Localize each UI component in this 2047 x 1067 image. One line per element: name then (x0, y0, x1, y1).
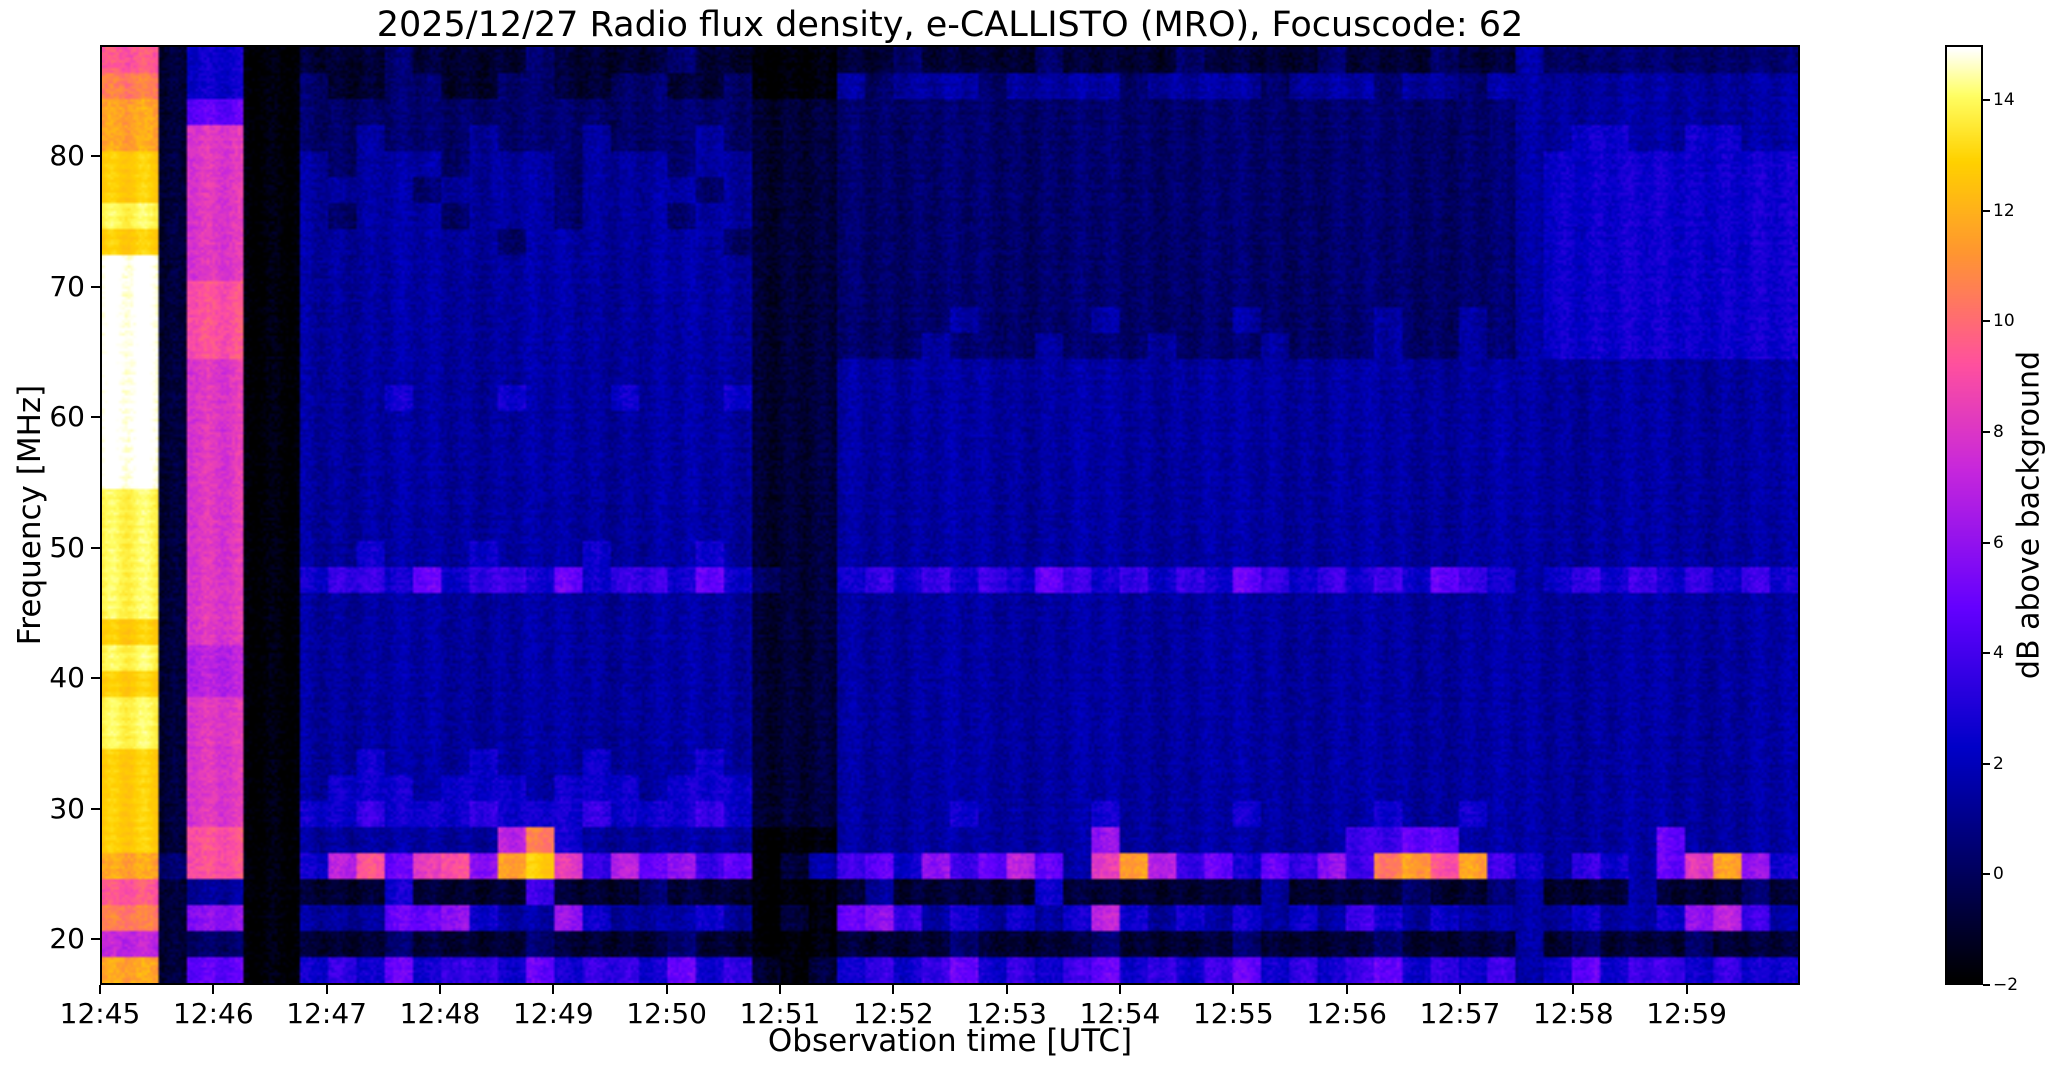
x-tick-mark (1459, 985, 1461, 994)
y-tick-label: 70 (49, 269, 85, 303)
colorbar-tick-label: 12 (1993, 200, 2015, 221)
x-tick-mark (439, 985, 441, 994)
colorbar-tick-label: 6 (1993, 532, 2004, 553)
x-tick-mark (1119, 985, 1121, 994)
colorbar-tick-label: −2 (1993, 975, 2019, 995)
x-tick-mark (1232, 985, 1235, 994)
x-tick-mark (1005, 985, 1008, 994)
colorbar-tick-mark (1983, 209, 1990, 212)
x-tick-label: 12:59 (1646, 997, 1727, 1030)
colorbar-tick-mark (1983, 873, 1990, 876)
x-tick-label: 12:46 (172, 997, 254, 1030)
x-tick-label: 12:52 (852, 997, 934, 1030)
colorbar-label: dB above background (2011, 350, 2047, 680)
colorbar-tick-mark (1983, 320, 1990, 323)
y-tick-mark (91, 154, 100, 157)
y-tick-mark (91, 416, 100, 419)
x-tick-mark (665, 985, 668, 994)
x-tick-label: 12:58 (1532, 997, 1614, 1030)
x-tick-label: 12:56 (1306, 997, 1387, 1030)
colorbar-tick-label: 8 (1993, 422, 2004, 443)
x-tick-label: 12:53 (966, 997, 1047, 1030)
y-tick-label: 80 (49, 138, 85, 172)
x-tick-mark (892, 985, 895, 994)
x-tick-mark (552, 985, 555, 994)
y-tick-mark (91, 546, 100, 549)
y-tick-label: 30 (49, 791, 85, 825)
x-tick-mark (1572, 985, 1575, 994)
colorbar-tick-mark (1983, 541, 1990, 544)
x-tick-mark (1345, 985, 1348, 994)
colorbar (1945, 45, 1983, 985)
y-tick-label: 50 (49, 530, 85, 564)
colorbar-tick-label: 2 (1993, 753, 2004, 774)
x-tick-mark (779, 985, 781, 994)
y-tick-label: 60 (49, 400, 85, 434)
y-tick-mark (91, 807, 100, 810)
x-axis-label: Observation time [UTC] (767, 1023, 1133, 1059)
spectrogram-canvas (102, 47, 1798, 983)
y-tick-mark (91, 938, 100, 941)
colorbar-tick-mark (1983, 99, 1990, 102)
colorbar-tick-mark (1983, 762, 1990, 765)
colorbar-canvas (1947, 47, 1981, 983)
x-tick-label: 12:55 (1192, 997, 1274, 1030)
y-tick-label: 40 (49, 661, 85, 695)
x-tick-label: 12:45 (59, 997, 141, 1030)
colorbar-tick-mark (1983, 652, 1990, 655)
plot-area (100, 45, 1800, 985)
y-tick-mark (91, 677, 100, 680)
x-tick-label: 12:54 (1079, 997, 1161, 1030)
x-tick-mark (325, 985, 328, 994)
colorbar-tick-mark (1983, 431, 1990, 434)
x-tick-mark (99, 985, 101, 994)
colorbar-tick-label: 0 (1993, 864, 2004, 885)
colorbar-tick-label: 4 (1993, 643, 2004, 664)
x-tick-label: 12:48 (399, 997, 481, 1030)
x-tick-label: 12:47 (286, 997, 367, 1030)
y-tick-label: 20 (49, 922, 85, 956)
colorbar-tick-mark (1983, 984, 1990, 986)
x-tick-label: 12:57 (1419, 997, 1501, 1030)
x-tick-label: 12:51 (739, 997, 821, 1030)
chart-title: 2025/12/27 Radio flux density, e-CALLIST… (376, 5, 1524, 45)
x-tick-label: 12:49 (512, 997, 594, 1030)
colorbar-tick-label: 14 (1993, 90, 2015, 111)
x-tick-label: 12:50 (626, 997, 707, 1030)
x-tick-mark (1685, 985, 1688, 994)
x-tick-mark (212, 985, 215, 994)
y-tick-mark (91, 285, 100, 288)
colorbar-tick-label: 10 (1993, 311, 2015, 332)
